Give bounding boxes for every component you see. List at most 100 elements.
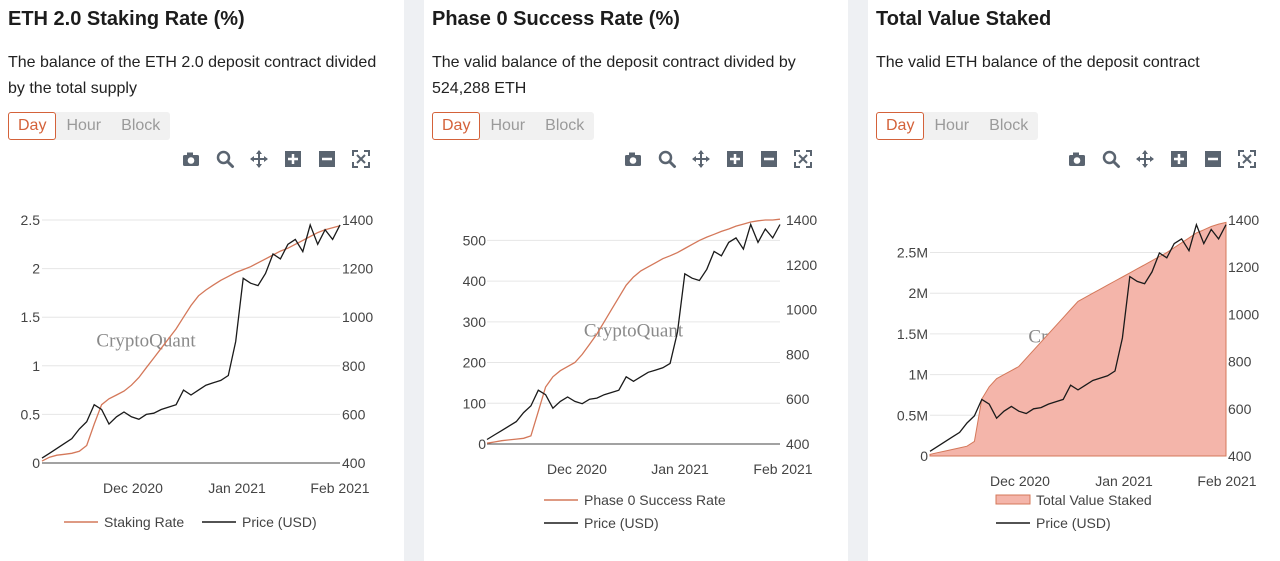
legend-item[interactable]: Price (USD): [544, 515, 659, 531]
total-value-staked-card: Total Value Staked The valid ETH balance …: [868, 0, 1280, 561]
y-right-tick-label: 800: [786, 346, 810, 362]
zoom-in-icon[interactable]: [724, 148, 746, 170]
y-right-tick-label: 1000: [1228, 306, 1259, 322]
y-left-tick-label: 1.5M: [897, 326, 928, 342]
legend-label: Price (USD): [242, 514, 317, 530]
legend-label: Price (USD): [584, 515, 659, 531]
series-line-price: [41, 222, 341, 459]
y-left-tick-label: 300: [463, 314, 487, 330]
range-button-hour[interactable]: Hour: [490, 117, 526, 134]
autoscale-icon[interactable]: [350, 148, 372, 170]
y-right-tick-label: 1400: [786, 212, 817, 228]
card-description: The balance of the ETH 2.0 deposit contr…: [8, 54, 377, 97]
y-right-tick-label: 400: [786, 436, 810, 452]
watermark: CryptoQuant: [96, 330, 196, 351]
x-tick-label: Feb 2021: [310, 480, 369, 496]
legend-item[interactable]: Price (USD): [202, 514, 317, 530]
zoom-in-icon[interactable]: [282, 148, 304, 170]
y-left-tick-label: 2.5M: [897, 245, 928, 261]
camera-icon[interactable]: [1066, 148, 1088, 170]
range-button-block[interactable]: Block: [545, 117, 585, 134]
time-range-toggle: Day Hour Block: [432, 112, 595, 140]
range-button-day[interactable]: Day: [876, 112, 925, 140]
x-tick-label: Dec 2020: [547, 461, 607, 477]
chart-plot[interactable]: 0 0.5 1 1.5 2 2.5 400 600 800 1000 1200 1400 Dec 202…: [0, 180, 404, 561]
series-line-rate: [486, 218, 781, 444]
y-left-tick-label: 200: [463, 355, 487, 371]
legend-label: Total Value Staked: [1036, 492, 1152, 508]
card-title: Phase 0 Success Rate (%): [432, 8, 680, 30]
legend-label: Phase 0 Success Rate: [584, 492, 726, 508]
legend-label: Price (USD): [1036, 515, 1111, 531]
chart-toolbar: [622, 148, 814, 170]
series-line-price: [486, 222, 781, 441]
watermark: CryptoQuant: [584, 320, 684, 341]
chart-toolbar: [1066, 148, 1258, 170]
legend-item[interactable]: Price (USD): [996, 515, 1111, 531]
y-right-tick-label: 600: [1228, 401, 1252, 417]
y-right-tick-label: 800: [342, 358, 366, 374]
x-tick-label: Jan 2021: [651, 461, 709, 477]
y-right-tick-label: 1000: [786, 302, 817, 318]
x-tick-label: Dec 2020: [103, 480, 163, 496]
range-button-block[interactable]: Block: [121, 117, 161, 134]
chart-plot[interactable]: 0 0.5M 1M 1.5M 2M 2.5M 400 600 800 1000 1200 1400 De…: [868, 180, 1280, 561]
y-left-tick-label: 0: [478, 436, 486, 452]
y-left-tick-label: 2.5: [21, 212, 41, 228]
autoscale-icon[interactable]: [792, 148, 814, 170]
y-left-tick-label: 1M: [909, 367, 928, 383]
chart-plot[interactable]: 0 100 200 300 400 500 400 600 800 1000 1200 1400 Dec…: [424, 180, 848, 561]
pan-icon[interactable]: [248, 148, 270, 170]
card-description: The valid balance of the deposit contrac…: [432, 54, 796, 97]
autoscale-icon[interactable]: [1236, 148, 1258, 170]
y-left-tick-label: 0.5: [21, 406, 41, 422]
range-button-day[interactable]: Day: [432, 112, 481, 140]
y-right-tick-label: 1200: [786, 257, 817, 273]
chart-toolbar: [180, 148, 372, 170]
range-button-block[interactable]: Block: [989, 117, 1029, 134]
y-left-tick-label: 100: [463, 395, 487, 411]
legend-item[interactable]: Phase 0 Success Rate: [544, 492, 726, 508]
zoom-out-icon[interactable]: [1202, 148, 1224, 170]
y-right-tick-label: 1400: [342, 212, 373, 228]
pan-icon[interactable]: [690, 148, 712, 170]
camera-icon[interactable]: [180, 148, 202, 170]
zoom-icon[interactable]: [1100, 148, 1122, 170]
zoom-out-icon[interactable]: [758, 148, 780, 170]
y-right-tick-label: 800: [1228, 354, 1252, 370]
staking-rate-card: ETH 2.0 Staking Rate (%) The balance of t…: [0, 0, 404, 561]
range-button-day[interactable]: Day: [8, 112, 57, 140]
zoom-icon[interactable]: [214, 148, 236, 170]
legend-label: Staking Rate: [104, 514, 184, 530]
zoom-icon[interactable]: [656, 148, 678, 170]
y-left-tick-label: 2M: [909, 285, 928, 301]
card-description: The valid ETH balance of the deposit con…: [876, 54, 1200, 71]
y-left-tick-label: 0: [32, 455, 40, 471]
zoom-out-icon[interactable]: [316, 148, 338, 170]
x-tick-label: Feb 2021: [1197, 473, 1256, 489]
phase0-success-card: Phase 0 Success Rate (%) The valid balanc…: [424, 0, 848, 561]
y-right-tick-label: 400: [1228, 448, 1252, 464]
y-left-tick-label: 400: [463, 273, 487, 289]
y-right-tick-label: 1200: [1228, 259, 1259, 275]
y-right-tick-label: 1000: [342, 309, 373, 325]
y-right-tick-label: 1200: [342, 261, 373, 277]
legend-item[interactable]: Total Value Staked: [995, 492, 1152, 508]
y-left-tick-label: 500: [463, 232, 487, 248]
range-button-hour[interactable]: Hour: [66, 117, 102, 134]
y-left-tick-label: 1.5: [21, 309, 41, 325]
time-range-toggle: Day Hour Block: [876, 112, 1039, 140]
zoom-in-icon[interactable]: [1168, 148, 1190, 170]
y-left-tick-label: 2: [32, 261, 40, 277]
series-line-price: [929, 222, 1227, 452]
pan-icon[interactable]: [1134, 148, 1156, 170]
x-tick-label: Jan 2021: [208, 480, 266, 496]
legend-item[interactable]: Staking Rate: [64, 514, 184, 530]
y-left-tick-label: 0.5M: [897, 407, 928, 423]
card-title: ETH 2.0 Staking Rate (%): [8, 8, 245, 30]
camera-icon[interactable]: [622, 148, 644, 170]
y-right-tick-label: 400: [342, 455, 366, 471]
time-range-toggle: Day Hour Block: [8, 112, 171, 140]
x-tick-label: Feb 2021: [753, 461, 812, 477]
range-button-hour[interactable]: Hour: [934, 117, 970, 134]
